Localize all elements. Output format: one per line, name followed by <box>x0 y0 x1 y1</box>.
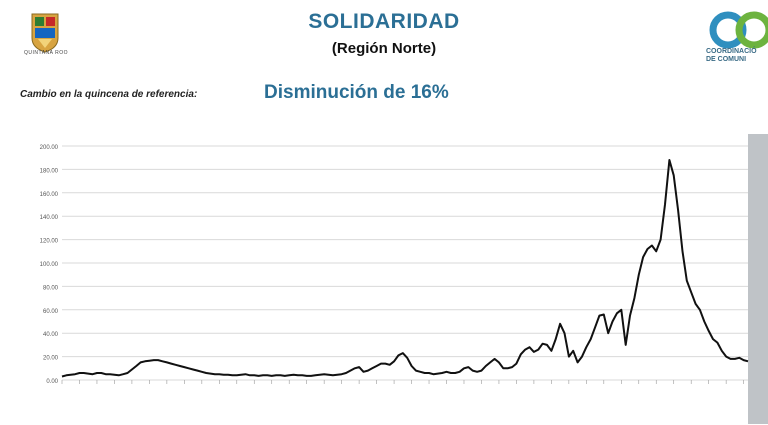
line-chart: 0.00 20.00 40.00 60.00 80.00 100.00 120.00 140.… <box>0 130 768 425</box>
series-line <box>61 159 749 378</box>
left-logo-text: QUINTANA ROO <box>24 50 68 56</box>
right-logo-line-2: DE COMUNI <box>706 56 747 63</box>
y-tick-label: 120.00 <box>40 239 59 245</box>
y-tick-label: 140.00 <box>40 215 59 221</box>
y-tick-label: 200.00 <box>40 145 59 151</box>
change-label: Cambio en la quincena de referencia: <box>20 89 198 100</box>
right-logo-text: COORDINACIÓ DE COMUNI <box>706 48 768 64</box>
side-band <box>748 134 768 424</box>
y-tick-label: 100.00 <box>40 262 59 268</box>
change-value: Disminución de 16% <box>264 82 449 103</box>
chart-svg: 0.00 20.00 40.00 60.00 80.00 100.00 120.00 140.… <box>40 134 768 424</box>
y-tick-label: 180.00 <box>40 168 59 174</box>
y-tick-label: 0.00 <box>46 379 58 385</box>
y-tick-label: 160.00 <box>40 192 59 198</box>
y-tick-label: 80.00 <box>43 285 59 291</box>
quintana-roo-logo <box>10 8 80 70</box>
y-tick-label: 20.00 <box>43 356 59 362</box>
page-title: SOLIDARIDAD <box>308 10 460 33</box>
page-subtitle: (Región Norte) <box>331 40 437 57</box>
y-tick-label: 60.00 <box>43 309 59 315</box>
y-tick-label: 40.00 <box>43 332 59 338</box>
right-logo-line-1: COORDINACIÓ <box>706 48 757 55</box>
coordinacion-logo <box>708 8 768 72</box>
